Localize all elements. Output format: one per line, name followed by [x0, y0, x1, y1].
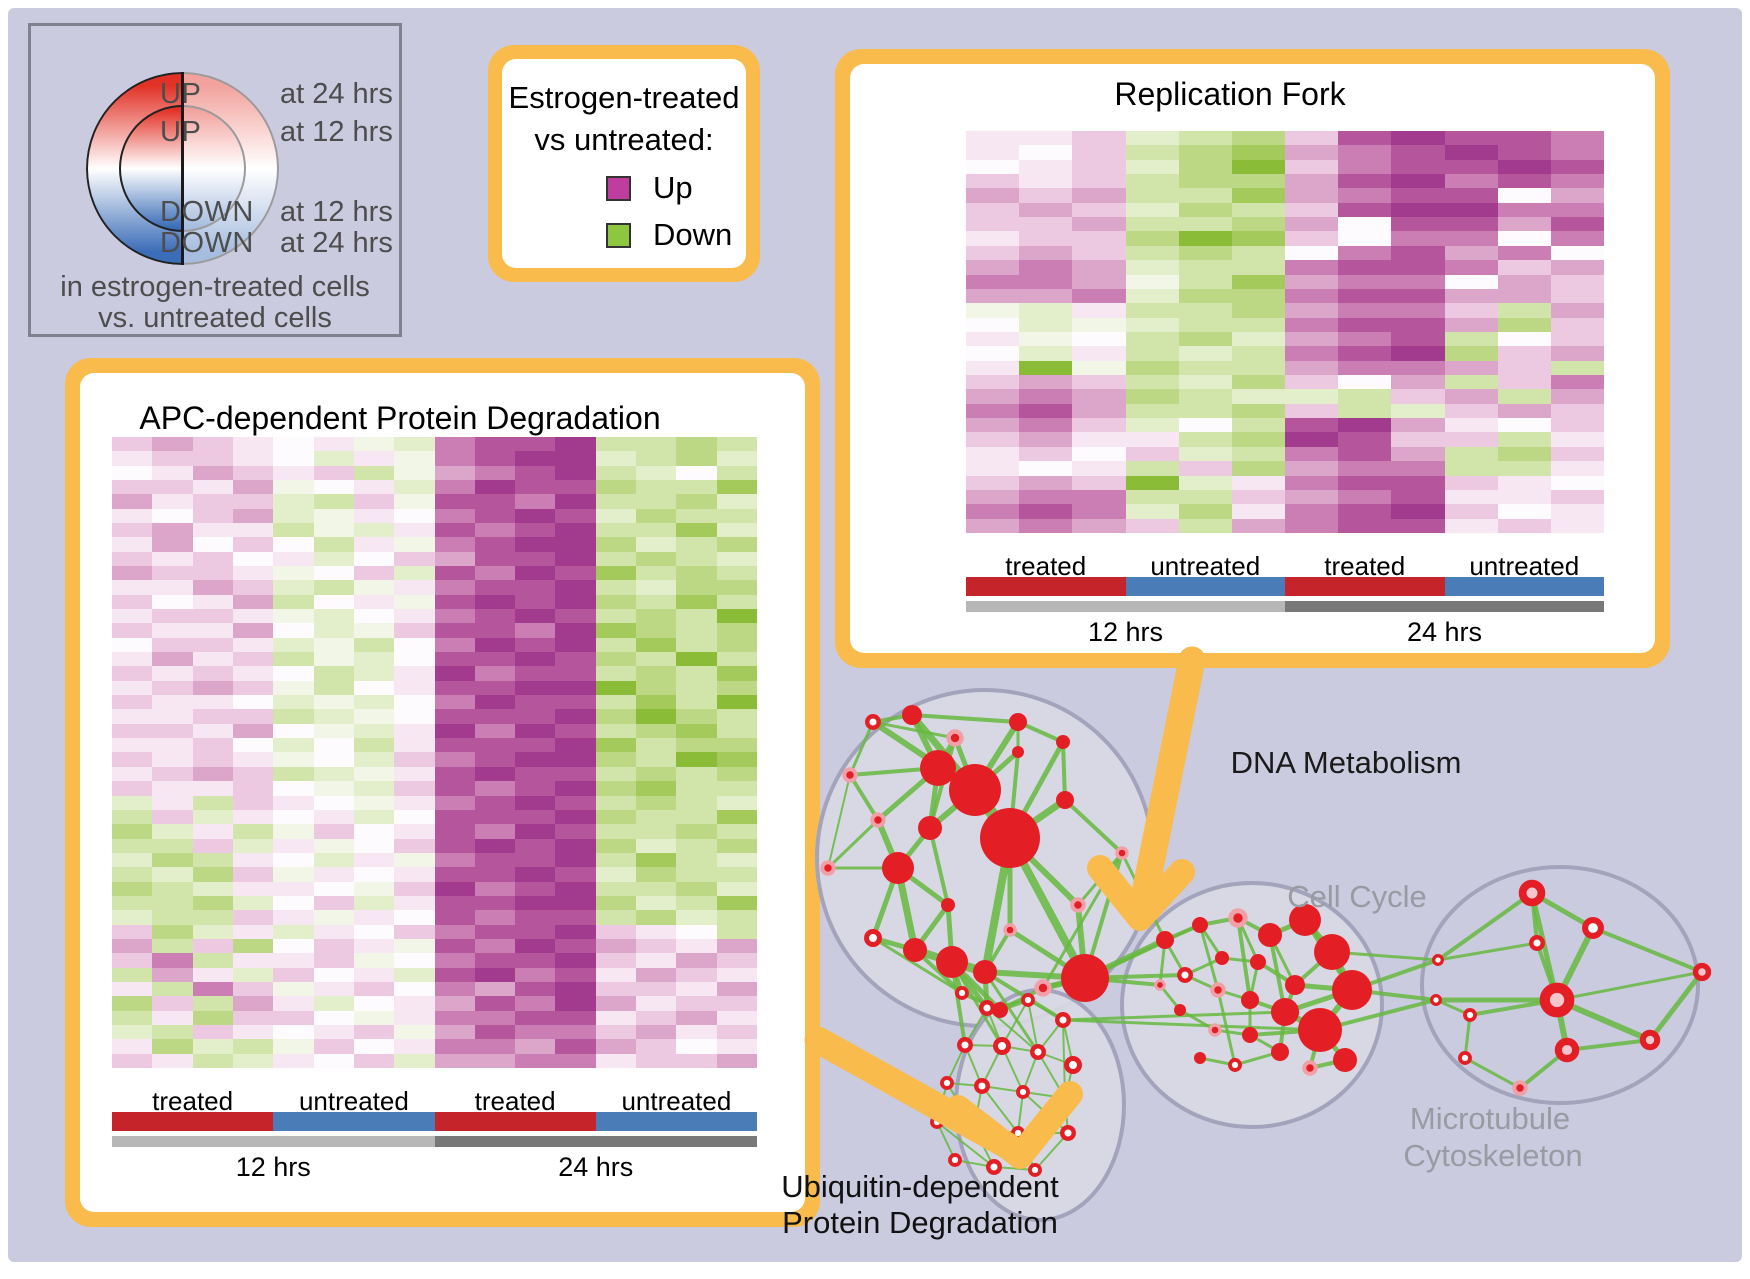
- panel-title: Replication Fork: [1114, 76, 1346, 112]
- time-label: 24 hrs: [558, 1152, 634, 1182]
- heatmap-grid: [112, 437, 757, 1068]
- updown-time-label: at 12 hrs: [280, 116, 393, 148]
- down-label: Down: [653, 217, 733, 252]
- time-bar-12hrs: [112, 1136, 435, 1147]
- treated-bar: [112, 1112, 274, 1131]
- faded-half: [182, 72, 279, 265]
- up-color-swatch: [606, 175, 631, 201]
- panel-replication-fork: Replication Fork treated untreated treated u…: [835, 49, 1670, 668]
- legend-item-down: Down: [606, 217, 732, 253]
- updown-dir-label: UP: [160, 116, 202, 148]
- updown-dir-label: DOWN: [160, 227, 254, 259]
- time-label: 24 hrs: [1406, 617, 1483, 647]
- time-label: 12 hrs: [1087, 617, 1164, 647]
- updown-footer-line2: vs. untreated cells: [98, 302, 332, 334]
- up-label: Up: [653, 170, 693, 205]
- updown-dir-label: DOWN: [160, 196, 254, 228]
- untreated-bar: [1444, 577, 1604, 596]
- time-bar-12hrs: [966, 601, 1285, 612]
- time-bar-24hrs: [1285, 601, 1604, 612]
- treated-bar: [1285, 577, 1445, 596]
- group-label: untreated: [298, 1086, 409, 1116]
- updown-time-label: at 24 hrs: [280, 78, 393, 110]
- treated-bar: [966, 577, 1126, 596]
- untreated-bar: [595, 1112, 757, 1131]
- panel-apc: APC-dependent Protein Degradation treated…: [65, 358, 820, 1227]
- time-bar-24hrs: [434, 1136, 757, 1147]
- estrogen-legend-box: Estrogen-treated vs untreated: Up Down: [488, 45, 760, 282]
- updown-gradient-circle: [86, 72, 279, 265]
- group-label: treated: [1005, 551, 1087, 581]
- panel-title: APC-dependent Protein Degradation: [139, 400, 661, 436]
- legend-item-up: Up: [606, 170, 693, 206]
- untreated-bar: [1125, 577, 1285, 596]
- updown-footer-line1: in estrogen-treated cells: [60, 271, 370, 303]
- group-label: treated: [152, 1086, 234, 1116]
- treated-bar: [434, 1112, 596, 1131]
- time-label: 12 hrs: [235, 1152, 311, 1182]
- group-label: untreated: [1150, 551, 1261, 581]
- heatmap-grid: [966, 131, 1604, 533]
- down-color-swatch: [606, 222, 631, 248]
- updown-time-label: at 24 hrs: [280, 227, 393, 259]
- updown-dir-label: UP: [160, 78, 202, 110]
- untreated-bar: [273, 1112, 435, 1131]
- group-label: untreated: [621, 1086, 732, 1116]
- updown-time-label: at 12 hrs: [280, 196, 393, 228]
- group-label: untreated: [1469, 551, 1580, 581]
- estrogen-legend-title: Estrogen-treated vs untreated:: [508, 80, 740, 157]
- group-label: treated: [1324, 551, 1406, 581]
- updown-legend-box: UP UP DOWN DOWN at 24 hrs at 12 hrs at 1…: [28, 23, 402, 337]
- group-label: treated: [474, 1086, 556, 1116]
- circle-divider-line: [181, 72, 184, 265]
